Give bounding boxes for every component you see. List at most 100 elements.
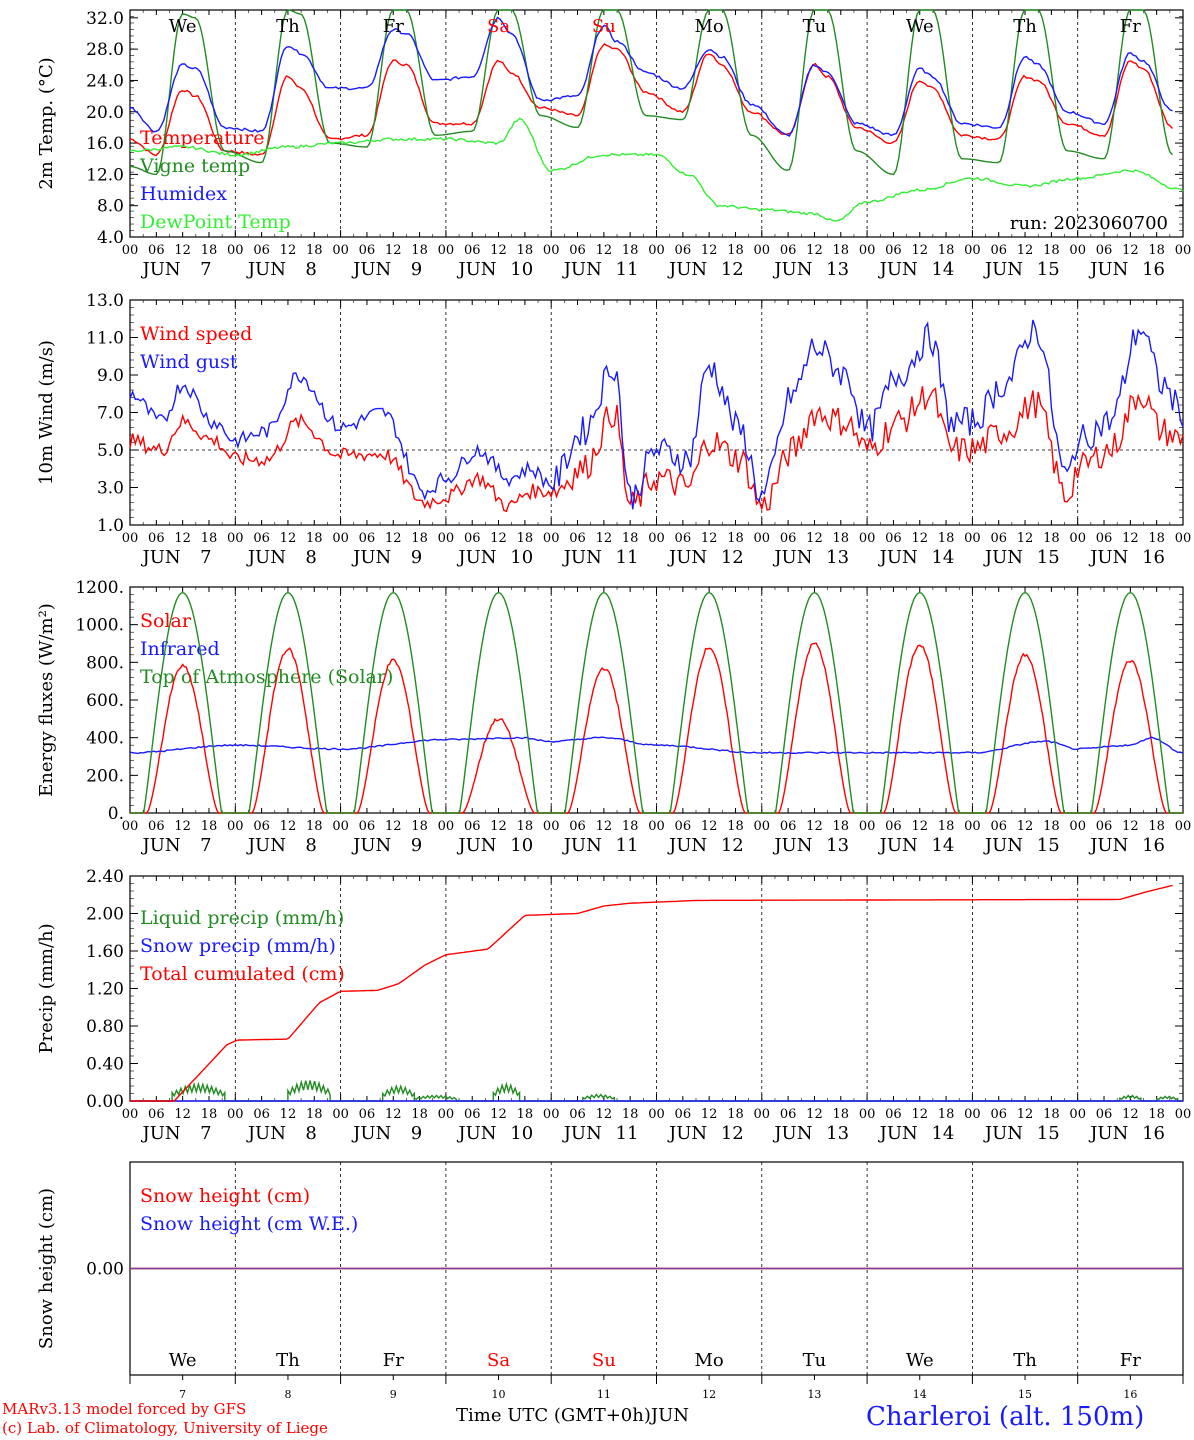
- series-top-of-atmosphere-solar-: [130, 591, 1183, 814]
- date-label-day: 16: [1142, 1123, 1165, 1144]
- legend-wind-speed: Wind speed: [140, 323, 252, 345]
- date-label-day: 9: [411, 259, 422, 280]
- date-label-month: JUN: [141, 835, 181, 856]
- hour-tick-label: 12: [596, 531, 613, 546]
- date-label-day: 7: [200, 259, 211, 280]
- weekday-label: Mo: [695, 1350, 724, 1371]
- date-label-day: 11: [616, 835, 639, 856]
- date-label-month: JUN: [667, 259, 707, 280]
- weekday-label: Mo: [695, 16, 724, 37]
- hour-tick-label: 18: [1148, 531, 1165, 546]
- hour-tick-label: 00: [754, 819, 771, 834]
- date-label-day: 8: [305, 547, 316, 568]
- date-label-day: 15: [1037, 259, 1060, 280]
- legend-dewpoint-temp: DewPoint Temp: [140, 211, 291, 233]
- y-tick-label: 7.0: [97, 404, 124, 424]
- series-dewpoint-temp: [129, 117, 1184, 222]
- hour-tick-label: 12: [174, 819, 191, 834]
- hour-tick-label: 00: [1175, 1107, 1192, 1122]
- hour-tick-label: 00: [227, 243, 244, 258]
- hour-tick-label: 00: [122, 531, 139, 546]
- hour-tick-label: 18: [1148, 1107, 1165, 1122]
- hour-tick-label: 12: [174, 243, 191, 258]
- y-tick-label: 32.0: [86, 9, 124, 29]
- hour-tick-label: 06: [990, 819, 1007, 834]
- y-tick-label: 20.0: [86, 103, 124, 123]
- y-axis-label: 2m Temp. (°C): [36, 57, 57, 189]
- date-label-month: JUN: [562, 835, 602, 856]
- hour-tick-label: 00: [1069, 531, 1086, 546]
- date-label-day: 15: [1037, 1123, 1060, 1144]
- date-label-month: JUN: [878, 835, 918, 856]
- hour-tick-label: 06: [464, 1107, 481, 1122]
- hour-tick-label: 12: [701, 819, 718, 834]
- hour-tick-label: 06: [780, 1107, 797, 1122]
- date-label-month: JUN: [141, 259, 181, 280]
- series-humidex: [129, 16, 1173, 137]
- date-label-day: 7: [200, 1123, 211, 1144]
- series-liquid-precip-mm-h-: [130, 1079, 1183, 1102]
- date-label-day: 16: [1142, 835, 1165, 856]
- date-label-month: JUN: [1088, 835, 1128, 856]
- hour-tick-label: 12: [385, 819, 402, 834]
- hour-tick-label: 18: [938, 531, 955, 546]
- y-tick-label: 4.0: [97, 228, 124, 248]
- hour-tick-label: 00: [122, 819, 139, 834]
- weekday-label: Th: [1013, 16, 1037, 37]
- date-label-month: JUN: [667, 1123, 707, 1144]
- y-axis-label: Snow height (cm): [36, 1188, 57, 1349]
- hour-tick-label: 12: [385, 1107, 402, 1122]
- y-tick-label: 5.0: [97, 441, 124, 461]
- hour-tick-label: 18: [517, 243, 534, 258]
- hour-tick-label: 06: [675, 531, 692, 546]
- hour-tick-label: 18: [833, 819, 850, 834]
- date-label-day: 14: [931, 259, 954, 280]
- y-tick-label: 16.0: [86, 134, 124, 154]
- weekday-label: Th: [1013, 1350, 1037, 1371]
- y-tick-label: 0.80: [86, 1017, 124, 1037]
- hour-tick-label: 18: [938, 1107, 955, 1122]
- x-axis-label: Time UTC (GMT+0h)JUN: [456, 1405, 689, 1426]
- hour-tick-label: 00: [332, 819, 349, 834]
- hour-tick-label: 18: [306, 819, 323, 834]
- date-label-day: 11: [616, 547, 639, 568]
- hour-tick-label: 06: [885, 1107, 902, 1122]
- date-label-month: JUN: [562, 547, 602, 568]
- date-label-month: JUN: [983, 259, 1023, 280]
- legend-snow-precip-mm-h-: Snow precip (mm/h): [140, 935, 336, 957]
- hour-tick-label: 12: [806, 819, 823, 834]
- hour-tick-label: 00: [543, 531, 560, 546]
- legend-humidex: Humidex: [140, 183, 227, 205]
- date-label-day: 16: [1142, 259, 1165, 280]
- hour-tick-label: 06: [569, 819, 586, 834]
- y-tick-label: 0.40: [86, 1055, 124, 1075]
- hour-tick-label: 06: [990, 1107, 1007, 1122]
- hour-tick-label: 06: [253, 819, 270, 834]
- hour-tick-label: 06: [253, 531, 270, 546]
- x-axis-month: JUN: [650, 1405, 690, 1426]
- date-label-month: JUN: [667, 835, 707, 856]
- date-label-day: 15: [1037, 835, 1060, 856]
- date-label-month: JUN: [983, 835, 1023, 856]
- y-tick-label: 2.00: [86, 905, 124, 925]
- hour-tick-label: 18: [517, 819, 534, 834]
- weekday-label: Th: [276, 1350, 300, 1371]
- hour-tick-label: 06: [885, 819, 902, 834]
- hour-tick-label: 00: [227, 1107, 244, 1122]
- date-label-day: 10: [510, 259, 533, 280]
- hour-tick-label: 12: [385, 531, 402, 546]
- hour-tick-label: 12: [701, 1107, 718, 1122]
- y-tick-label: 9.0: [97, 366, 124, 386]
- date-label-month: JUN: [1088, 259, 1128, 280]
- hour-tick-label: 00: [964, 819, 981, 834]
- y-tick-label: 24.0: [86, 71, 124, 91]
- hour-tick-label: 12: [596, 819, 613, 834]
- weekday-label: We: [169, 1350, 197, 1371]
- date-label-month: JUN: [351, 259, 391, 280]
- weekday-label: Sa: [487, 1350, 510, 1371]
- y-axis-label: Precip (mm/h): [36, 923, 57, 1053]
- hour-tick-label: 00: [754, 531, 771, 546]
- hour-tick-label: 06: [148, 819, 165, 834]
- hour-tick-label: 00: [648, 819, 665, 834]
